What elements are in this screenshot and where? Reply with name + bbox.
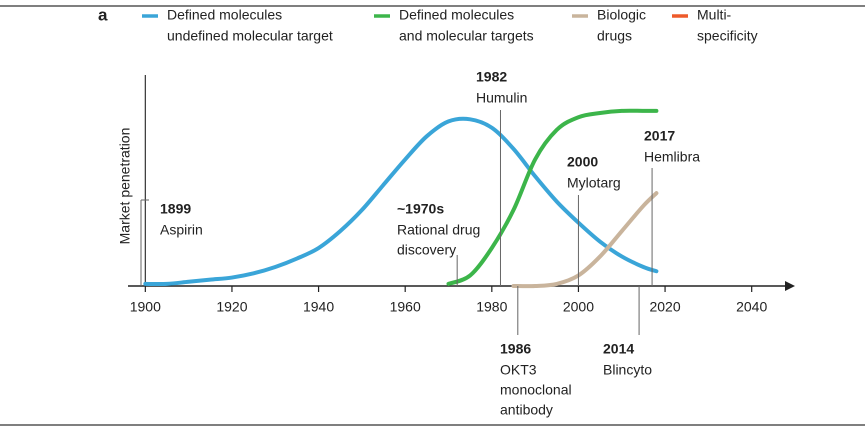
annotation-title: 2014 — [603, 341, 634, 357]
annotation-text: Blincyto — [603, 362, 652, 378]
legend-label: Defined molecules — [399, 7, 514, 23]
x-tick-label: 1900 — [130, 299, 161, 315]
legend-label: undefined molecular target — [167, 28, 333, 44]
legend-label: Multi- — [697, 7, 732, 23]
annotation-text: Aspirin — [160, 222, 203, 238]
annotation-title: 1986 — [500, 341, 531, 357]
annotation-text: OKT3 — [500, 362, 537, 378]
annotation-title: 2000 — [567, 154, 598, 170]
annotation-title: 1899 — [160, 201, 191, 217]
x-tick-label: 2020 — [649, 299, 680, 315]
x-tick-label: 2000 — [563, 299, 594, 315]
series-line — [446, 108, 659, 286]
annotation-text: Rational drug — [397, 222, 480, 238]
legend-label: Biologic — [597, 7, 646, 23]
legend-label: specificity — [697, 28, 758, 44]
legend-label: drugs — [597, 28, 632, 44]
panel-label: a — [98, 5, 108, 24]
x-tick-label: 1960 — [390, 299, 421, 315]
annotation-title: 2017 — [644, 128, 675, 144]
annotation-text: Mylotarg — [567, 175, 621, 191]
series-line — [511, 191, 659, 289]
annotation-title: ~1970s — [397, 201, 444, 217]
annotation-text: Humulin — [476, 90, 527, 106]
x-tick-label: 2040 — [736, 299, 767, 315]
annotation-text: monoclonal — [500, 382, 572, 398]
annotation-text: discovery — [397, 242, 456, 258]
annotation-text: antibody — [500, 402, 553, 418]
y-axis-label: Market penetration — [117, 128, 133, 245]
annotation-text: Hemlibra — [644, 149, 700, 165]
legend-label: Defined molecules — [167, 7, 282, 23]
x-tick-label: 1920 — [216, 299, 247, 315]
legend-label: and molecular targets — [399, 28, 534, 44]
annotation-title: 1982 — [476, 69, 507, 85]
x-tick-label: 1940 — [303, 299, 334, 315]
x-axis-arrow — [785, 281, 795, 291]
x-tick-label: 1980 — [476, 299, 507, 315]
